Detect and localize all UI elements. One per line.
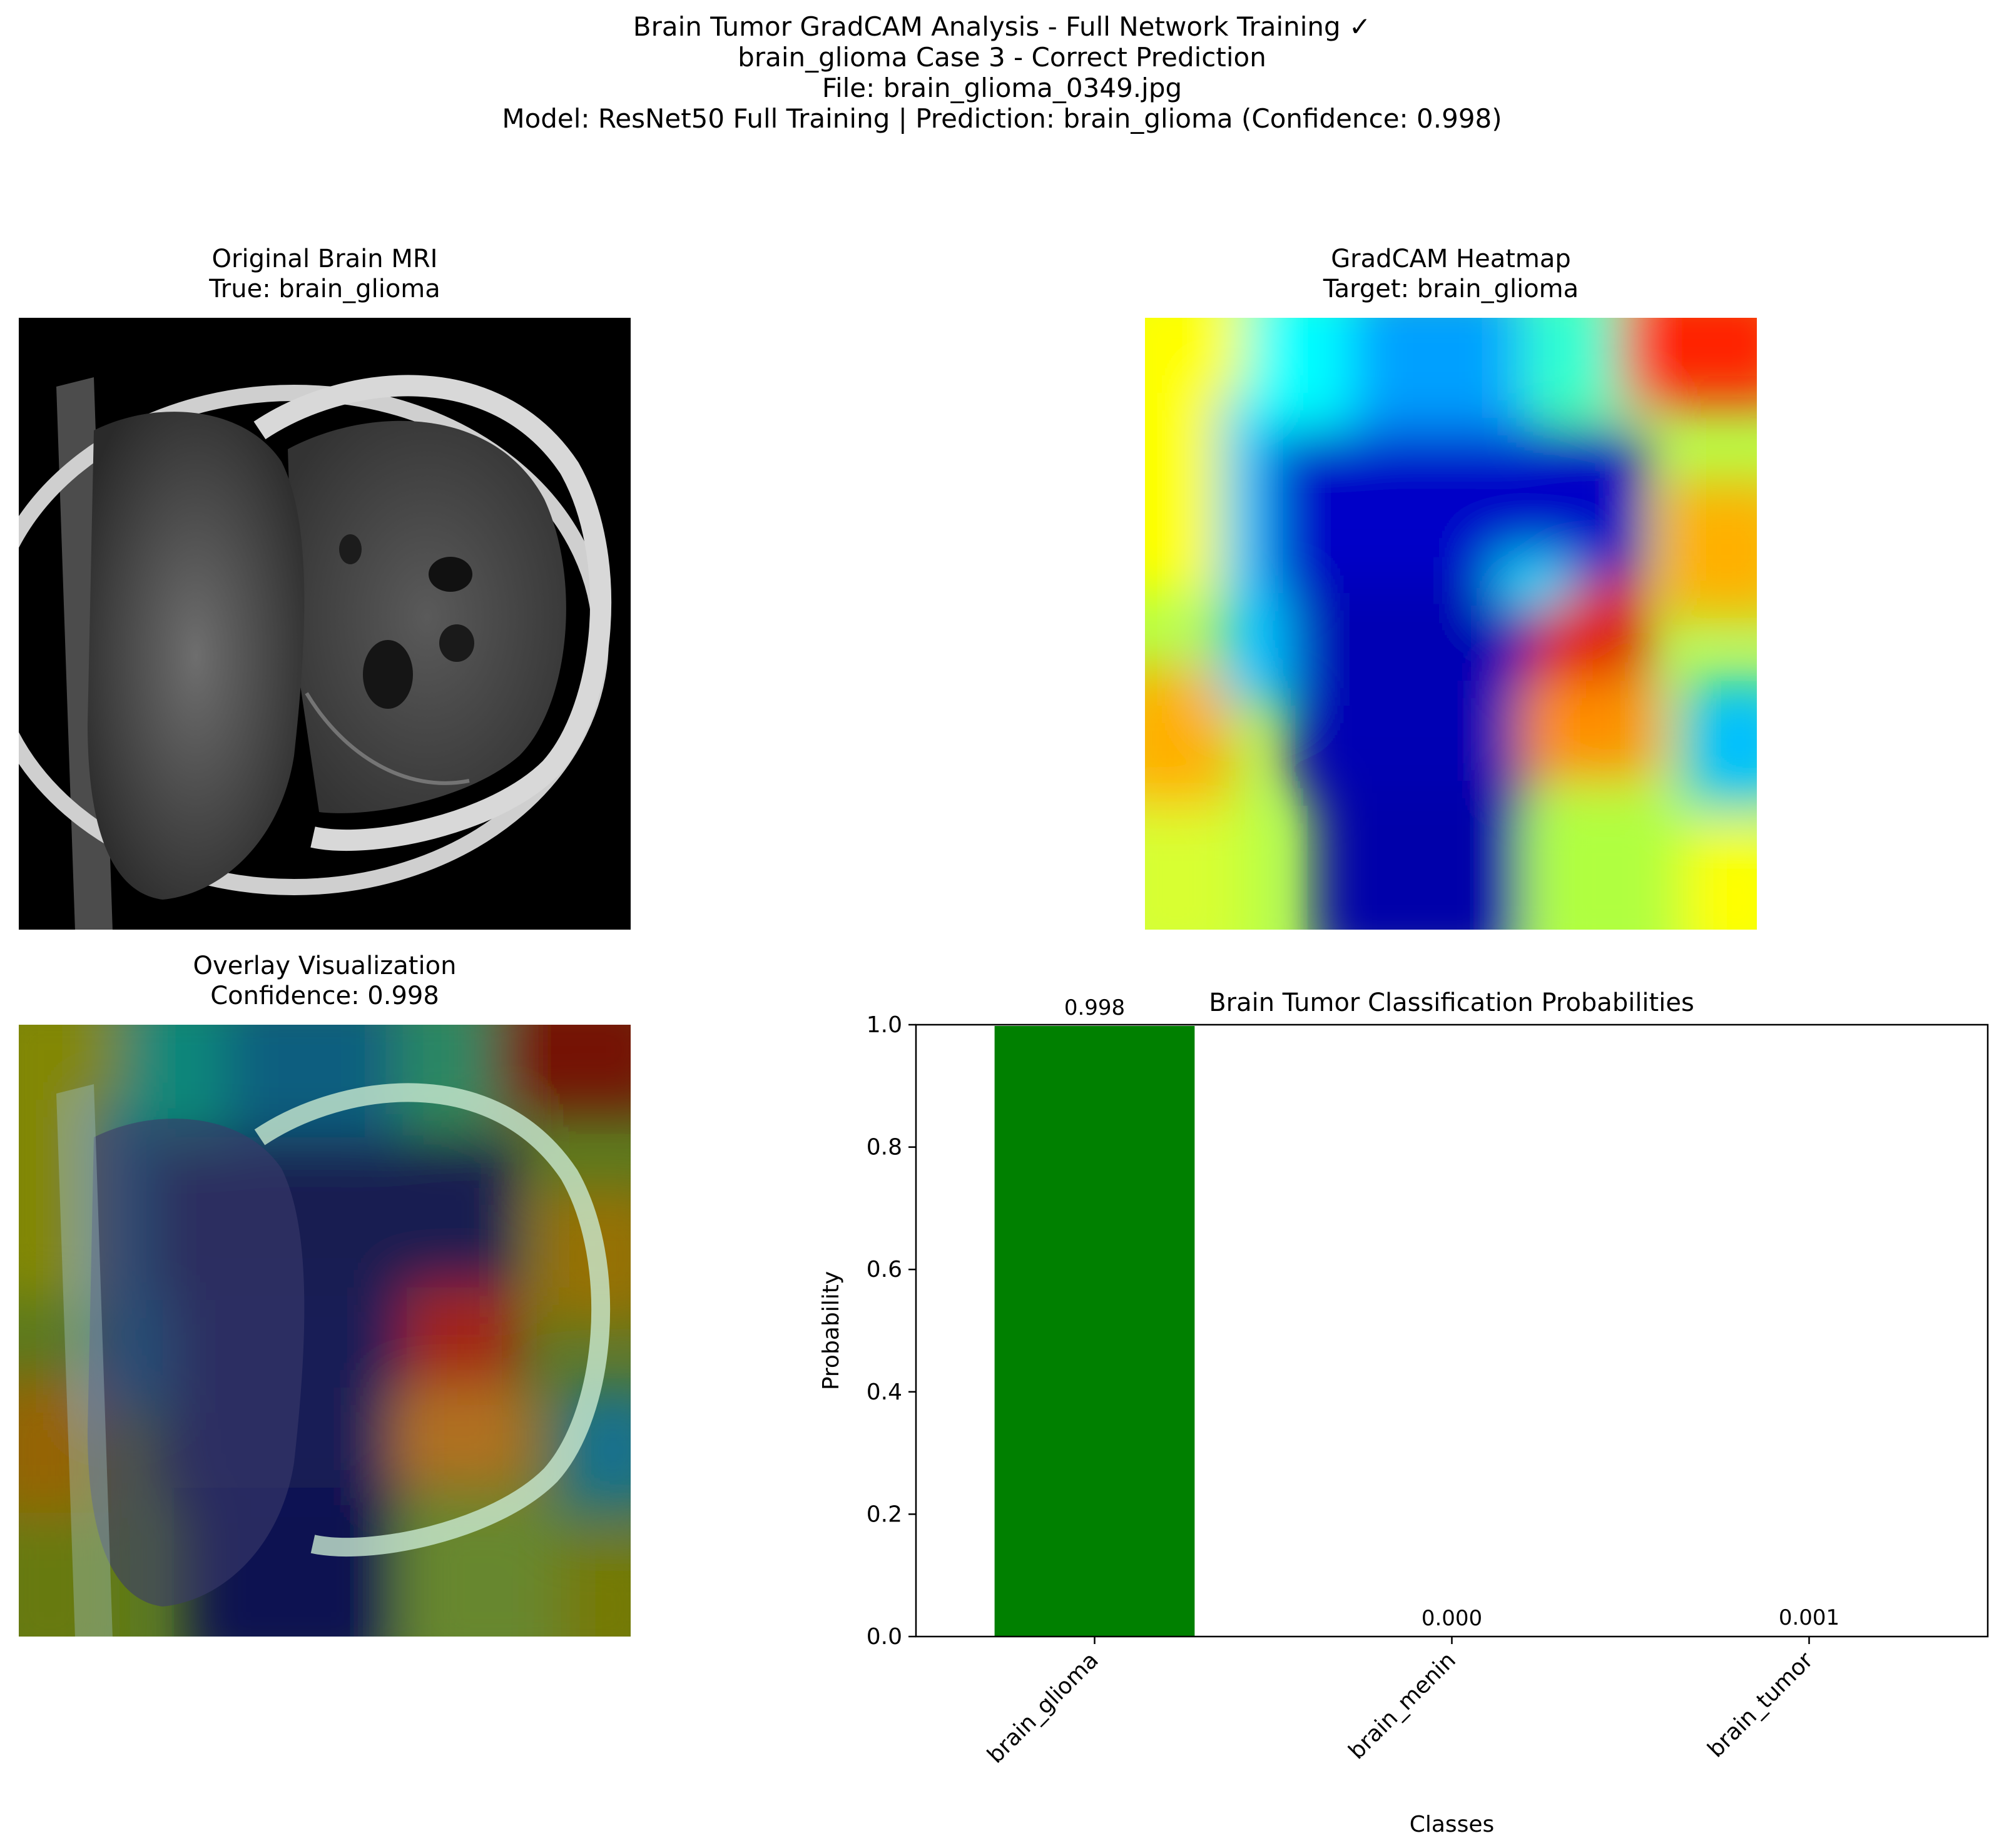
suptitle-line-2: brain_glioma Case 3 - Correct Prediction xyxy=(738,42,1266,73)
x-axis-label: Classes xyxy=(1410,1812,1495,1837)
bar-value-label-brain_glioma: 0.998 xyxy=(1064,995,1125,1020)
axes-frame xyxy=(915,1023,1989,1638)
y-axis-label: Probability xyxy=(818,1271,844,1390)
overlay-title: Overlay Visualization xyxy=(193,952,457,980)
suptitle-line-4: Model: ResNet50 Full Training | Predicti… xyxy=(502,103,1502,134)
y-tick-label-0: 0.0 xyxy=(867,1624,902,1650)
heatmap-subtitle: Target: brain_glioma xyxy=(1323,275,1579,303)
y-tick-label-5: 1.0 xyxy=(867,1012,902,1038)
gradcam-heatmap-image xyxy=(1145,318,1757,930)
figure-suptitle: Brain Tumor GradCAM Analysis - Full Netw… xyxy=(0,11,2004,134)
original-panel-title: Original Brain MRI True: brain_glioma xyxy=(19,244,631,304)
x-tick-label-brain_menin: brain_menin xyxy=(1344,1647,1461,1764)
x-tick-label-brain_glioma: brain_glioma xyxy=(982,1647,1103,1768)
y-tick-label-3: 0.6 xyxy=(867,1257,902,1282)
y-tick-label-4: 0.8 xyxy=(867,1135,902,1160)
bar-brain_glioma xyxy=(994,1025,1195,1637)
overlay-image xyxy=(19,1025,631,1637)
original-title: Original Brain MRI xyxy=(211,245,438,273)
heatmap-title: GradCAM Heatmap xyxy=(1331,245,1571,273)
y-tick-label-1: 0.2 xyxy=(867,1501,902,1527)
heatmap-panel-title: GradCAM Heatmap Target: brain_glioma xyxy=(1145,244,1757,304)
bar-value-label-brain_menin: 0.000 xyxy=(1422,1606,1482,1631)
x-tick-label-brain_tumor: brain_tumor xyxy=(1703,1647,1818,1762)
bar-value-label-brain_tumor: 0.001 xyxy=(1779,1605,1839,1630)
y-tick-label-2: 0.4 xyxy=(867,1379,902,1405)
original-mri-image xyxy=(19,318,631,930)
original-subtitle: True: brain_glioma xyxy=(209,275,440,303)
suptitle-line-3: File: brain_glioma_0349.jpg xyxy=(821,73,1183,103)
overlay-panel-title: Overlay Visualization Confidence: 0.998 xyxy=(19,951,631,1011)
chart-title: Brain Tumor Classification Probabilities xyxy=(1209,988,1694,1017)
suptitle-line-1: Brain Tumor GradCAM Analysis - Full Netw… xyxy=(633,11,1371,42)
classification-bar-chart: Brain Tumor Classification Probabilities… xyxy=(818,988,1989,1837)
overlay-subtitle: Confidence: 0.998 xyxy=(210,982,439,1010)
